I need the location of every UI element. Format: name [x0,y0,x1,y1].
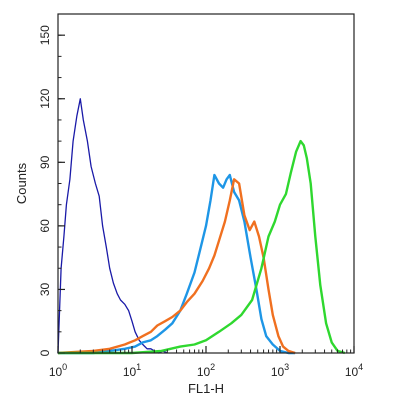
x-tick-label: 103 [271,362,289,379]
series-layer [57,98,346,355]
y-tick-label: 150 [38,25,52,45]
series-line-3 [57,178,296,355]
y-tick-label: 60 [38,219,52,233]
x-tick-label: 104 [345,362,363,379]
y-tick-label: 30 [38,282,52,296]
x-tick-label: 102 [197,362,215,379]
y-tick-label: 120 [38,88,52,108]
y-tick-label: 0 [38,349,52,356]
x-tick-label: 100 [49,362,67,379]
y-axis-label: Counts [14,162,29,204]
y-axis: 0 30 60 90 120 150 [38,13,65,356]
y-tick-label: 90 [38,155,52,169]
x-axis-label: FL1-H [188,381,224,396]
series-line-2 [58,173,296,355]
series-line-4 [58,139,346,355]
x-axis: 100 101 102 103 104 [49,346,363,379]
x-tick-label: 101 [123,362,141,379]
series-line-1 [57,98,168,354]
